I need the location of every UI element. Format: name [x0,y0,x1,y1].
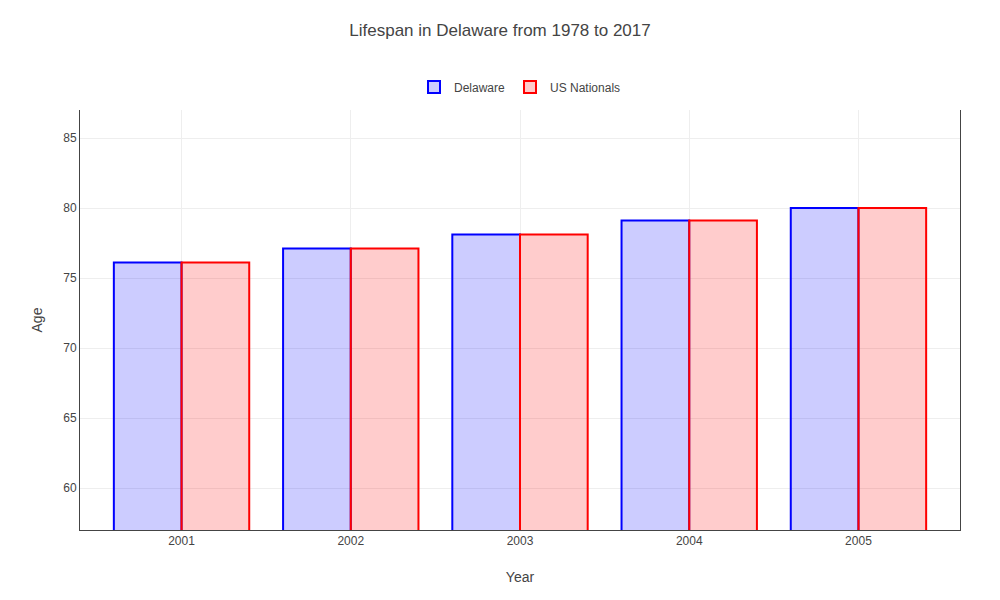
svg-text:60: 60 [63,481,77,495]
svg-text:2001: 2001 [168,534,195,548]
svg-text:80: 80 [63,201,77,215]
svg-text:Lifespan in Delaware from 1978: Lifespan in Delaware from 1978 to 2017 [349,21,650,40]
svg-text:75: 75 [63,271,77,285]
svg-text:Year: Year [506,569,535,585]
svg-text:2002: 2002 [337,534,364,548]
svg-text:70: 70 [63,341,77,355]
svg-text:2003: 2003 [507,534,534,548]
svg-text:Age: Age [29,307,45,332]
svg-text:85: 85 [63,131,77,145]
svg-text:2004: 2004 [676,534,703,548]
svg-text:2005: 2005 [845,534,872,548]
svg-text:Delaware: Delaware [454,81,505,95]
svg-text:US Nationals: US Nationals [550,81,620,95]
svg-text:65: 65 [63,411,77,425]
